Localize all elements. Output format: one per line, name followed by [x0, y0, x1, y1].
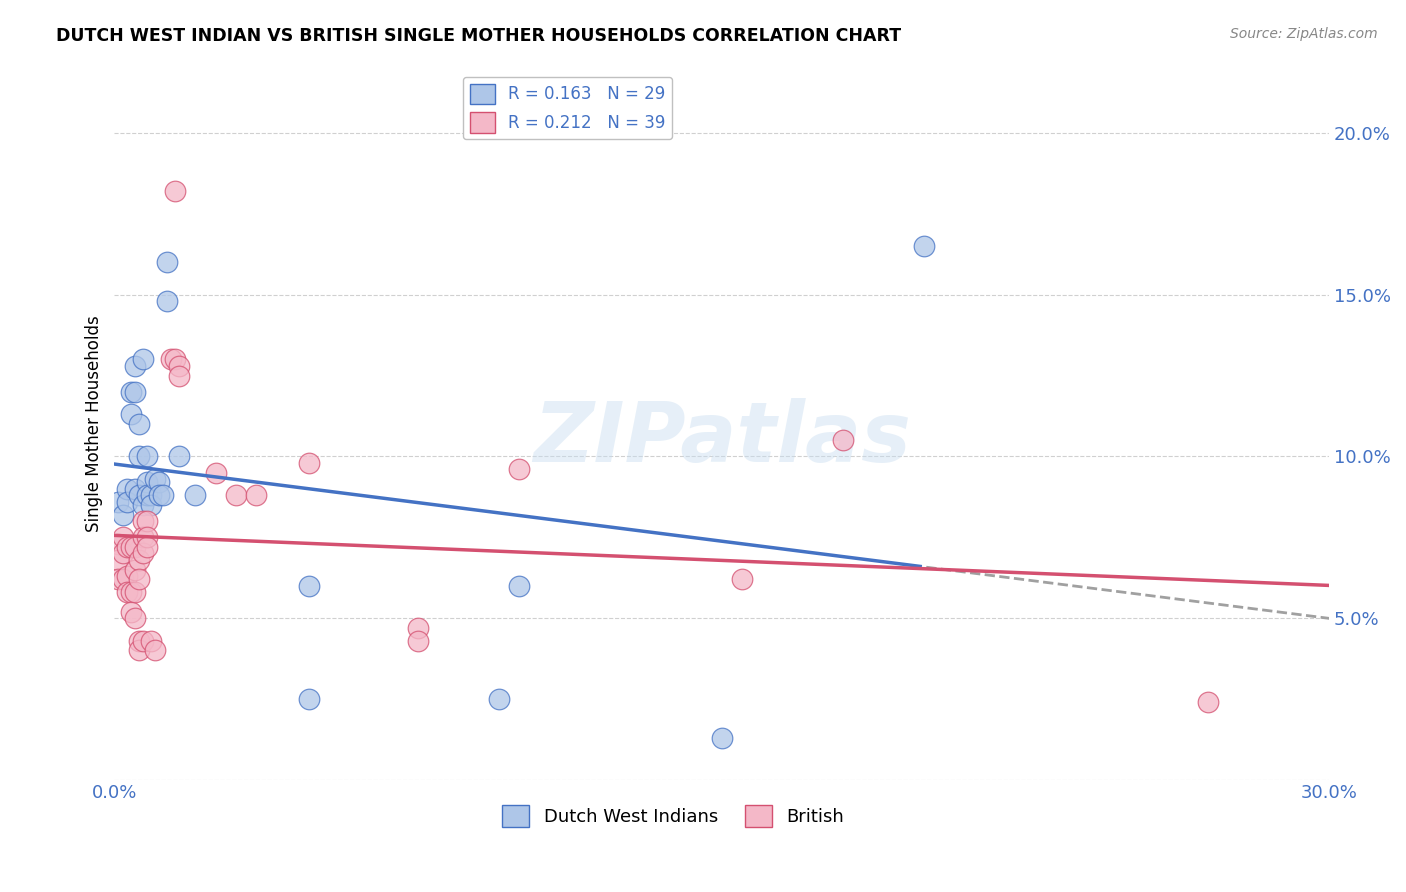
Point: [298, 579, 321, 593]
Point: [139, 498, 162, 512]
Point: [124, 585, 146, 599]
Point: [406, 633, 429, 648]
Point: [120, 408, 142, 422]
Point: [128, 643, 150, 657]
Point: [710, 731, 733, 745]
Point: [148, 475, 170, 490]
Point: [135, 530, 157, 544]
Point: [128, 633, 150, 648]
Text: DUTCH WEST INDIAN VS BRITISH SINGLE MOTHER HOUSEHOLDS CORRELATION CHART: DUTCH WEST INDIAN VS BRITISH SINGLE MOTH…: [56, 27, 901, 45]
Point: [912, 239, 935, 253]
Point: [128, 488, 150, 502]
Point: [204, 466, 226, 480]
Point: [156, 255, 179, 269]
Point: [167, 368, 190, 383]
Point: [508, 579, 530, 593]
Point: [135, 488, 157, 502]
Point: [124, 359, 146, 373]
Point: [832, 434, 855, 448]
Point: [111, 530, 134, 544]
Point: [143, 472, 166, 486]
Point: [508, 462, 530, 476]
Point: [148, 488, 170, 502]
Point: [132, 352, 155, 367]
Point: [165, 185, 187, 199]
Point: [160, 352, 183, 367]
Point: [135, 540, 157, 554]
Point: [124, 540, 146, 554]
Point: [107, 494, 129, 508]
Point: [135, 475, 157, 490]
Point: [167, 359, 190, 373]
Y-axis label: Single Mother Households: Single Mother Households: [86, 316, 103, 533]
Point: [115, 569, 138, 583]
Legend: Dutch West Indians, British: Dutch West Indians, British: [495, 798, 852, 835]
Point: [128, 417, 150, 431]
Point: [107, 553, 129, 567]
Point: [128, 553, 150, 567]
Point: [107, 536, 129, 550]
Point: [245, 488, 267, 502]
Point: [120, 540, 142, 554]
Point: [139, 633, 162, 648]
Point: [156, 294, 179, 309]
Point: [132, 633, 155, 648]
Point: [124, 482, 146, 496]
Point: [120, 384, 142, 399]
Point: [115, 540, 138, 554]
Point: [124, 562, 146, 576]
Point: [128, 450, 150, 464]
Point: [111, 572, 134, 586]
Point: [115, 482, 138, 496]
Point: [167, 450, 190, 464]
Point: [132, 546, 155, 560]
Point: [111, 508, 134, 522]
Point: [143, 643, 166, 657]
Point: [128, 572, 150, 586]
Point: [152, 488, 174, 502]
Point: [124, 384, 146, 399]
Point: [132, 498, 155, 512]
Point: [1197, 695, 1219, 709]
Point: [184, 488, 207, 502]
Point: [115, 494, 138, 508]
Point: [135, 450, 157, 464]
Point: [731, 572, 754, 586]
Text: Source: ZipAtlas.com: Source: ZipAtlas.com: [1230, 27, 1378, 41]
Point: [298, 691, 321, 706]
Point: [132, 514, 155, 528]
Point: [165, 352, 187, 367]
Point: [488, 691, 510, 706]
Point: [120, 585, 142, 599]
Point: [111, 546, 134, 560]
Text: ZIPatlas: ZIPatlas: [533, 398, 911, 479]
Point: [115, 585, 138, 599]
Point: [298, 456, 321, 470]
Point: [139, 488, 162, 502]
Point: [107, 572, 129, 586]
Point: [135, 514, 157, 528]
Point: [406, 621, 429, 635]
Point: [120, 605, 142, 619]
Point: [132, 530, 155, 544]
Point: [124, 611, 146, 625]
Point: [225, 488, 247, 502]
